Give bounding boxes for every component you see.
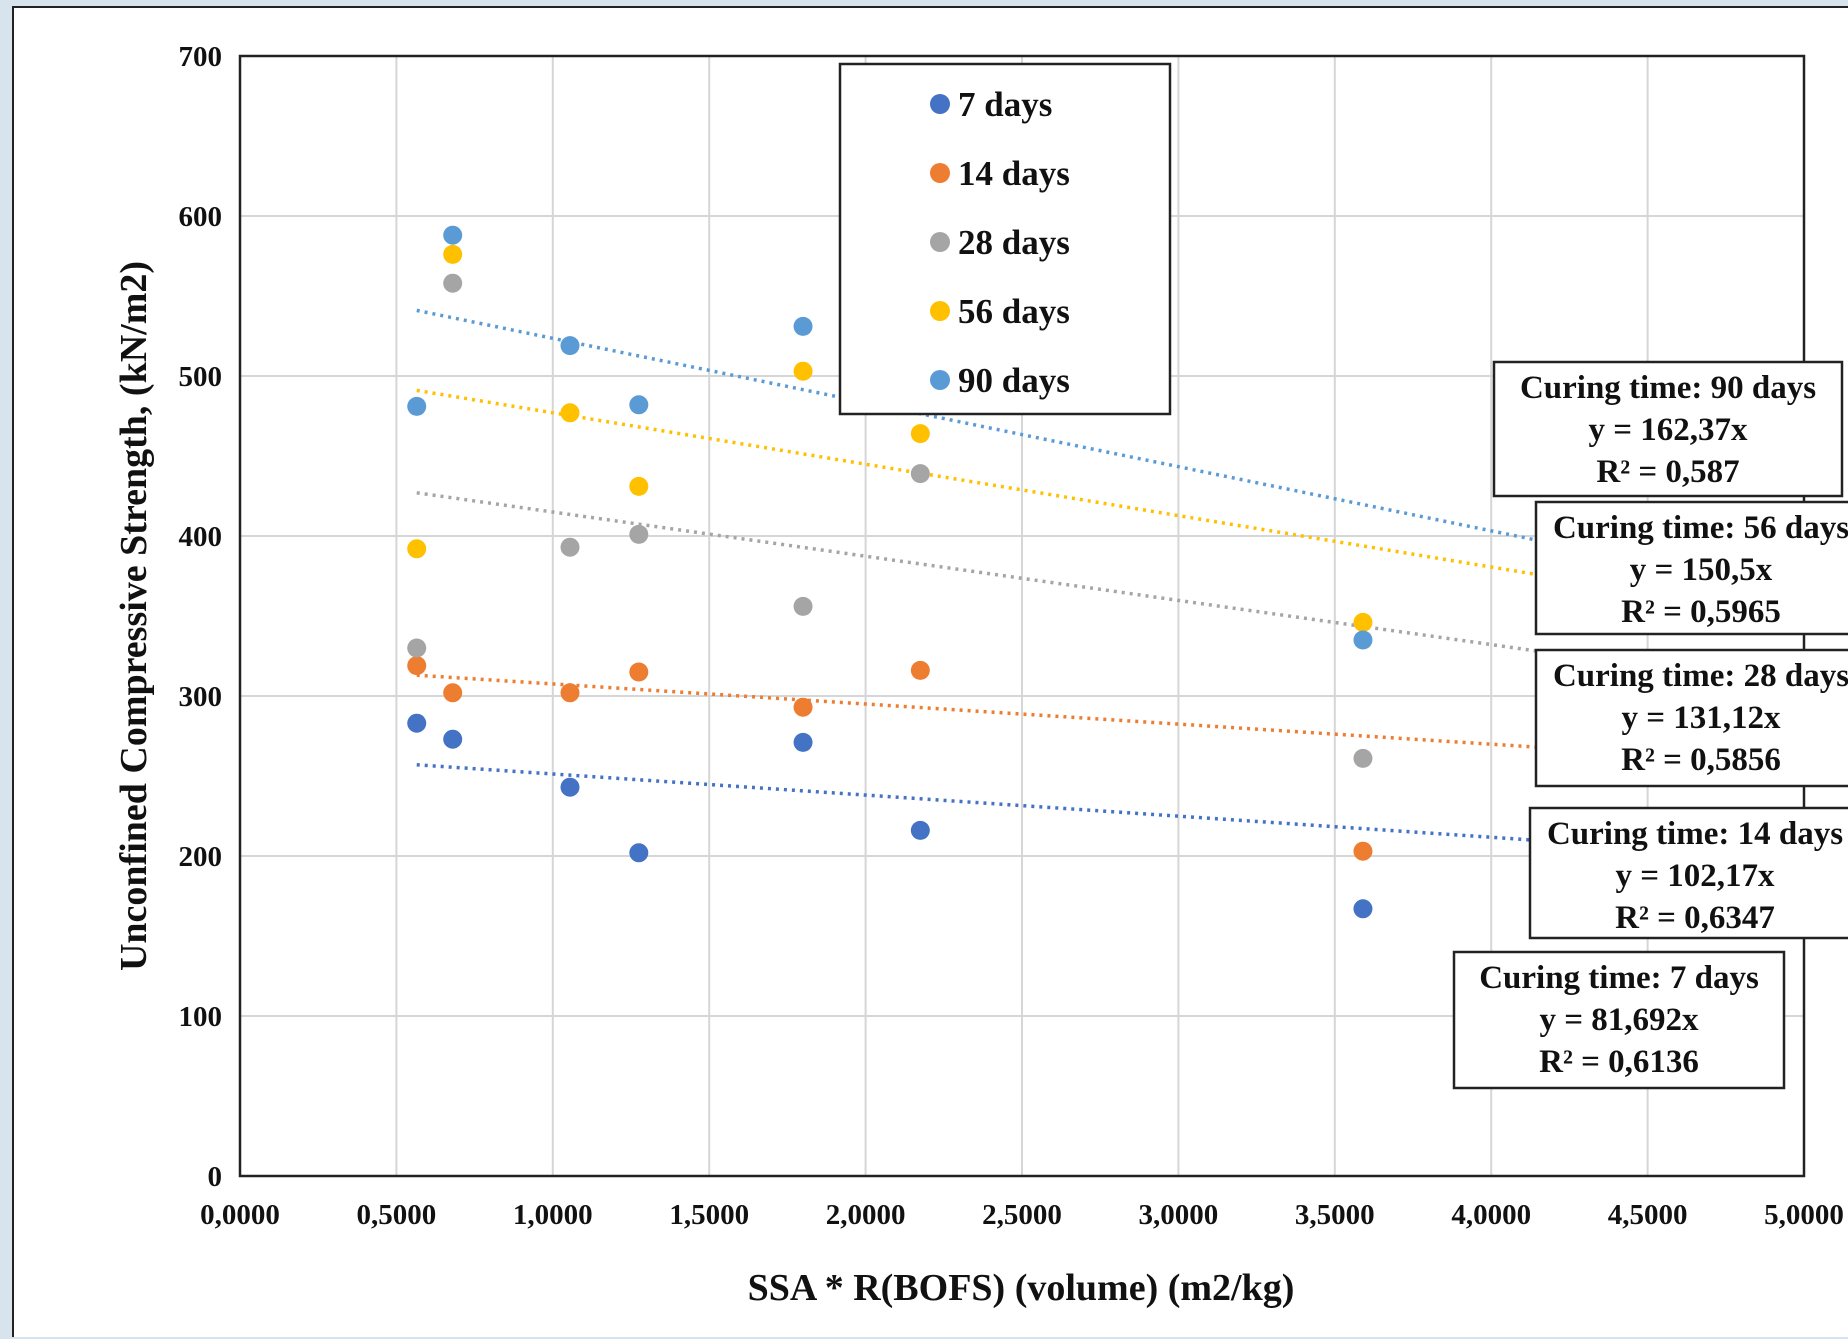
legend-marker bbox=[930, 370, 950, 390]
trend-annotation-line: y = 150,5x bbox=[1630, 552, 1773, 588]
data-point-series-1 bbox=[793, 697, 813, 717]
data-point-series-0 bbox=[629, 843, 649, 863]
trend-annotation-line: y = 102,17x bbox=[1615, 858, 1775, 894]
x-tick-label: 1,5000 bbox=[669, 1199, 749, 1231]
x-tick-label: 4,0000 bbox=[1451, 1199, 1531, 1231]
data-point-series-0 bbox=[1353, 899, 1373, 919]
data-point-series-1 bbox=[629, 662, 649, 682]
data-point-series-1 bbox=[910, 660, 930, 680]
trend-annotation-box bbox=[1534, 648, 1848, 788]
data-point-series-2 bbox=[560, 537, 580, 557]
y-tick-label: 200 bbox=[179, 841, 223, 873]
data-point-series-2 bbox=[910, 464, 930, 484]
trend-annotation-line: Curing time: 14 days bbox=[1547, 816, 1843, 852]
data-point-series-0 bbox=[910, 820, 930, 840]
x-tick-label: 5,0000 bbox=[1764, 1199, 1844, 1231]
data-point-series-4 bbox=[629, 395, 649, 415]
y-tick-label: 0 bbox=[208, 1161, 223, 1193]
trend-annotation-line: y = 131,12x bbox=[1621, 700, 1781, 736]
data-point-series-3 bbox=[793, 361, 813, 381]
data-point-series-4 bbox=[443, 225, 463, 245]
data-point-series-0 bbox=[793, 732, 813, 752]
y-tick-label: 600 bbox=[179, 201, 223, 233]
trendline-series-3 bbox=[416, 388, 1595, 586]
y-tick-label: 700 bbox=[179, 41, 223, 73]
data-point-series-2 bbox=[793, 596, 813, 616]
trend-annotation-box bbox=[1452, 950, 1786, 1090]
trend-annotation-box bbox=[1534, 500, 1848, 636]
data-point-series-4 bbox=[1353, 630, 1373, 650]
legend-label: 90 days bbox=[958, 361, 1070, 400]
legend-label: 56 days bbox=[958, 292, 1070, 331]
legend-label: 14 days bbox=[958, 154, 1070, 193]
data-point-series-4 bbox=[407, 396, 427, 416]
data-point-series-3 bbox=[560, 403, 580, 423]
trend-annotation-line: R² = 0,5856 bbox=[1621, 742, 1781, 778]
data-point-series-2 bbox=[407, 638, 427, 658]
x-tick-label: 3,5000 bbox=[1295, 1199, 1375, 1231]
data-point-series-2 bbox=[629, 524, 649, 544]
y-tick-label: 300 bbox=[179, 681, 223, 713]
data-point-series-4 bbox=[560, 336, 580, 356]
data-point-series-3 bbox=[1353, 612, 1373, 632]
legend-box bbox=[838, 62, 1172, 416]
legend-label: 28 days bbox=[958, 223, 1070, 262]
trend-annotation-box bbox=[1492, 360, 1844, 498]
trend-annotation-line: y = 162,37x bbox=[1588, 412, 1748, 448]
x-tick-label: 1,0000 bbox=[513, 1199, 593, 1231]
x-tick-label: 4,5000 bbox=[1608, 1199, 1688, 1231]
trend-annotation-box bbox=[1528, 806, 1848, 940]
trendline-series-0 bbox=[416, 763, 1532, 842]
data-point-series-0 bbox=[560, 777, 580, 797]
y-tick-label: 500 bbox=[179, 361, 223, 393]
data-point-series-1 bbox=[407, 656, 427, 676]
data-point-series-1 bbox=[560, 683, 580, 703]
legend-label: 7 days bbox=[958, 85, 1052, 124]
data-point-series-0 bbox=[443, 729, 463, 749]
data-point-series-1 bbox=[443, 683, 463, 703]
trend-annotation-line: R² = 0,6136 bbox=[1539, 1044, 1699, 1080]
x-axis-title: SSA * R(BOFS) (volume) (m2/kg) bbox=[748, 1267, 1295, 1309]
y-tick-label: 100 bbox=[179, 1001, 223, 1033]
trend-annotation-line: R² = 0,587 bbox=[1596, 454, 1739, 490]
x-tick-label: 0,0000 bbox=[200, 1199, 280, 1231]
x-tick-label: 2,5000 bbox=[982, 1199, 1062, 1231]
trend-annotation-line: R² = 0,5965 bbox=[1621, 594, 1781, 630]
data-point-series-0 bbox=[407, 713, 427, 733]
x-tick-label: 3,0000 bbox=[1139, 1199, 1219, 1231]
x-tick-label: 0,5000 bbox=[357, 1199, 437, 1231]
legend-marker bbox=[930, 232, 950, 252]
data-point-series-1 bbox=[1353, 841, 1373, 861]
trendline-series-4 bbox=[416, 308, 1595, 554]
x-tick-label: 2,0000 bbox=[826, 1199, 906, 1231]
chart-frame: 0,0000 0,5000 1,0000 1,5000 2,0000 2,5000 3,00… bbox=[12, 6, 1848, 1337]
trendline-series-1 bbox=[416, 673, 1539, 749]
trend-annotation-line: Curing time: 7 days bbox=[1479, 960, 1759, 996]
legend-marker bbox=[930, 94, 950, 114]
trend-annotation-line: Curing time: 56 days bbox=[1553, 510, 1848, 546]
trend-annotation-line: Curing time: 28 days bbox=[1553, 658, 1848, 694]
data-point-series-3 bbox=[629, 476, 649, 496]
scatter-chart: 0,0000 0,5000 1,0000 1,5000 2,0000 2,5000 3,00… bbox=[113, 41, 1848, 1309]
y-tick-label: 400 bbox=[179, 521, 223, 553]
legend-marker bbox=[930, 163, 950, 183]
y-axis-title: Unconfined Compressive Strength, (kN/m2) bbox=[113, 261, 155, 971]
legend-marker bbox=[930, 301, 950, 321]
trend-annotation-line: y = 81,692x bbox=[1539, 1002, 1699, 1038]
data-point-series-4 bbox=[793, 316, 813, 336]
data-point-series-2 bbox=[1353, 748, 1373, 768]
data-point-series-3 bbox=[443, 244, 463, 264]
trend-annotation-line: R² = 0,6347 bbox=[1615, 900, 1775, 936]
trend-annotation-line: Curing time: 90 days bbox=[1520, 370, 1816, 406]
data-point-series-3 bbox=[407, 539, 427, 559]
data-point-series-3 bbox=[910, 424, 930, 444]
data-point-series-2 bbox=[443, 273, 463, 293]
